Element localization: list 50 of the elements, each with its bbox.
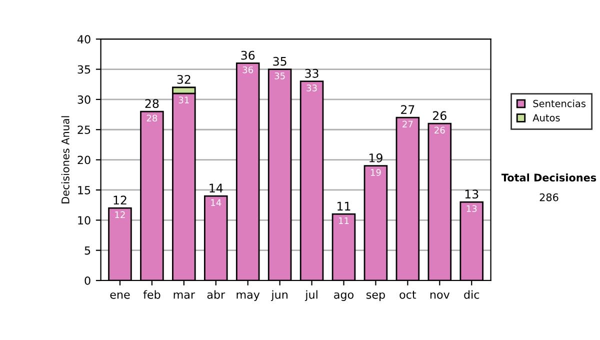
total-label: 13 <box>465 190 478 199</box>
legend-label: Autos <box>532 114 560 122</box>
x-tick-label: sep <box>366 292 385 301</box>
total-label: 12 <box>114 196 126 204</box>
data-label: 11 <box>339 217 349 224</box>
total-label: 11 <box>338 202 350 210</box>
data-label: 19 <box>370 169 381 176</box>
total-label: 32 <box>177 74 190 84</box>
total-label: 33 <box>305 68 318 78</box>
y-tick-label: 15 <box>78 186 90 194</box>
x-tick-label: ago <box>334 292 354 301</box>
data-label: 35 <box>274 72 285 80</box>
total-label: 19 <box>370 153 382 162</box>
x-tick-label: abr <box>207 290 226 299</box>
x-tick-label: may <box>236 292 260 301</box>
data-label: 28 <box>146 114 158 122</box>
total-label: 14 <box>210 184 223 192</box>
y-tick-label: 10 <box>78 216 90 225</box>
x-tick-label: dic <box>464 290 480 299</box>
y-axis-title: Decisiones Anual <box>61 116 70 204</box>
total-label: 28 <box>145 99 159 108</box>
y-tick-label: 30 <box>78 95 90 104</box>
total-label: 36 <box>241 50 255 60</box>
total-label: 26 <box>433 111 446 120</box>
data-label: 13 <box>466 205 477 212</box>
x-tick-label: nov <box>430 292 450 299</box>
data-label: 14 <box>211 199 222 206</box>
data-label: 33 <box>306 84 317 92</box>
text: 286 <box>540 193 558 202</box>
data-label: 26 <box>434 126 445 134</box>
data-label: 31 <box>178 96 189 104</box>
x-tick-label: feb <box>143 290 160 299</box>
y-tick-label: 35 <box>78 65 90 74</box>
x-tick-label: jun <box>271 290 288 301</box>
x-tick-label: mar <box>174 292 196 299</box>
data-label: 12 <box>115 211 125 218</box>
x-tick-label: jul <box>304 290 318 301</box>
total-label: 27 <box>401 105 414 114</box>
y-tick-label: 5 <box>84 246 90 255</box>
y-tick-label: 40 <box>77 35 90 44</box>
data-label: 27 <box>402 120 413 128</box>
y-tick-label: 25 <box>78 126 90 134</box>
text: Total Decisiones <box>501 173 596 182</box>
data-label: 36 <box>242 66 254 74</box>
y-tick-label: 20 <box>78 156 90 164</box>
total-label: 35 <box>273 56 286 66</box>
y-tick-label: 0 <box>84 276 90 285</box>
x-tick-label: oct <box>400 290 416 299</box>
legend-label: Sentencias <box>533 100 586 108</box>
x-tick-label: ene <box>110 292 130 299</box>
